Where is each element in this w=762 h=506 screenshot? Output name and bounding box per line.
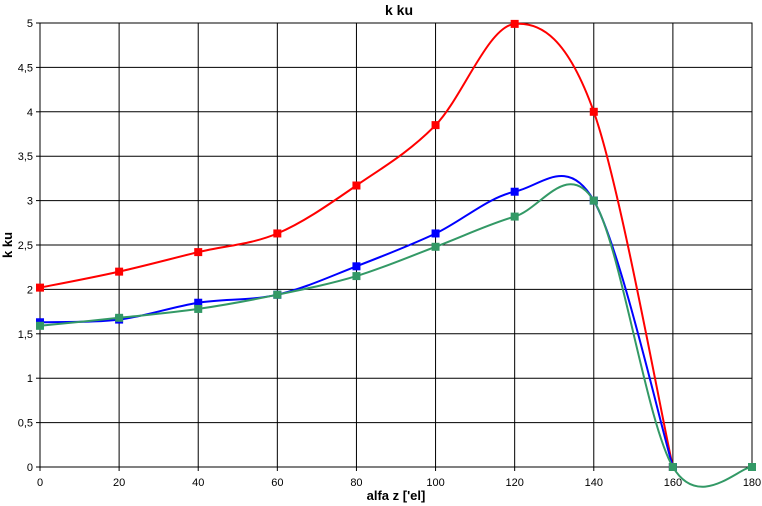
x-tick-label: 100 xyxy=(426,477,444,489)
data-point-marker xyxy=(431,229,440,238)
x-tick-label: 160 xyxy=(664,477,682,489)
y-tick-label: 0,5 xyxy=(18,418,33,430)
x-axis-ticks: 0 20 40 60 80 100 120 140 160 180 xyxy=(37,477,761,489)
x-tick-label: 80 xyxy=(350,477,362,489)
x-tick-label: 120 xyxy=(505,477,523,489)
series-group xyxy=(36,19,756,488)
x-tick-label: 180 xyxy=(743,477,761,489)
data-point-marker xyxy=(115,267,124,276)
data-point-marker xyxy=(194,298,203,307)
series-line xyxy=(39,183,753,488)
y-tick-label: 1,5 xyxy=(18,329,33,341)
data-point-marker xyxy=(748,463,756,471)
data-point-marker xyxy=(194,248,203,257)
plot-frame xyxy=(39,22,753,468)
grid xyxy=(36,22,753,471)
y-tick-label: 4 xyxy=(27,107,33,119)
data-point-marker xyxy=(194,304,203,313)
x-tick-label: 20 xyxy=(113,477,125,489)
data-point-marker xyxy=(36,283,44,292)
data-point-marker xyxy=(115,313,124,322)
data-point-marker xyxy=(431,121,440,130)
x-tick-label: 60 xyxy=(271,477,283,489)
data-point-marker xyxy=(273,290,282,299)
series-1 xyxy=(36,19,677,471)
data-point-marker xyxy=(589,107,598,116)
y-tick-label: 5 xyxy=(27,18,33,30)
data-point-marker xyxy=(352,272,361,281)
y-axis-label: k ku xyxy=(0,232,15,258)
data-point-marker xyxy=(431,242,440,251)
y-tick-label: 4,5 xyxy=(18,62,33,74)
y-tick-label: 3 xyxy=(27,196,33,208)
y-tick-label: 2 xyxy=(27,284,33,296)
data-point-marker xyxy=(510,187,519,196)
series-line xyxy=(39,22,674,468)
y-tick-label: 2,5 xyxy=(18,240,33,252)
data-point-marker xyxy=(589,196,598,205)
y-tick-label: 3,5 xyxy=(18,151,33,163)
data-point-marker xyxy=(352,262,361,271)
chart-title: k ku xyxy=(385,2,413,18)
x-axis-label: alfa z ['el] xyxy=(367,488,426,503)
data-point-marker xyxy=(36,321,44,330)
data-point-marker xyxy=(352,181,361,190)
data-point-marker xyxy=(668,463,677,471)
data-point-marker xyxy=(510,19,519,28)
series-3 xyxy=(36,183,756,488)
y-tick-label: 0 xyxy=(27,462,33,474)
y-axis-ticks: 0 0,5 1 1,5 2 2,5 3 3,5 4 4,5 5 xyxy=(18,18,33,474)
data-point-marker xyxy=(273,229,282,238)
x-tick-label: 140 xyxy=(585,477,603,489)
x-tick-label: 40 xyxy=(192,477,204,489)
data-point-marker xyxy=(510,212,519,221)
x-tick-label: 0 xyxy=(37,477,43,489)
y-tick-label: 1 xyxy=(27,373,33,385)
